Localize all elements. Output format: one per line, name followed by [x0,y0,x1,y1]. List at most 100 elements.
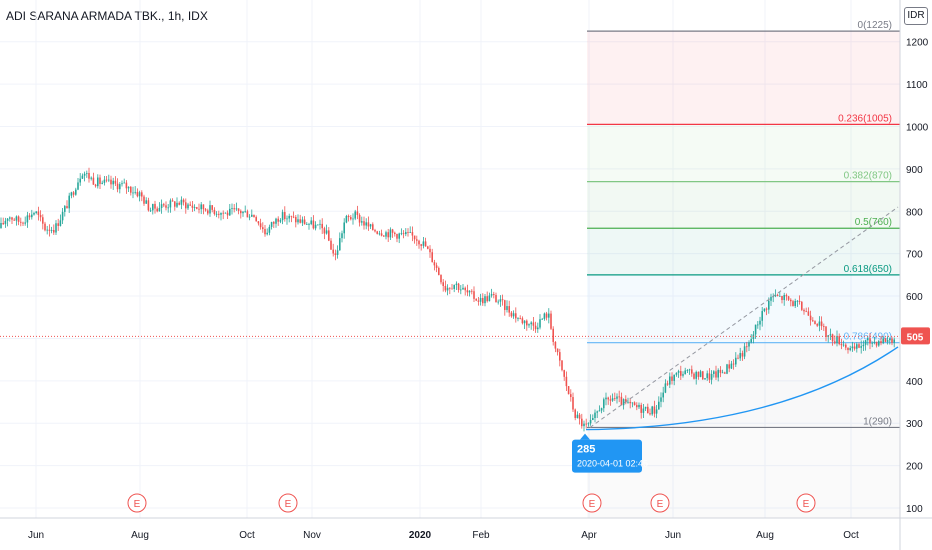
candle-body [583,423,585,427]
candle-body [858,344,860,348]
candle-body [22,222,24,224]
candle-body [433,262,436,266]
candle-body [565,376,568,387]
candle-body [297,219,299,223]
candle-body [457,283,460,290]
candle-body [389,229,392,238]
candle-body [572,397,574,410]
candle-body [189,204,191,206]
candle-body [275,218,277,224]
candle-body [603,399,605,409]
candle-body [587,423,590,425]
candle-body [42,217,44,224]
candle-body [284,212,286,220]
price-axis[interactable]: 1002003004005006007008009001000110012005… [899,0,930,550]
candle-body [28,215,31,218]
candle-body [534,325,537,330]
candle-body [440,274,442,283]
candle-body [834,341,836,344]
candle-body [477,300,480,302]
candle-body [761,311,763,321]
candle-body [702,371,704,380]
candle-body [616,396,618,399]
candle-body [669,376,671,385]
candle-body [567,386,570,395]
low-callout-value: 285 [577,444,595,456]
time-axis[interactable]: Jun Aug Oct Nov 2020 Feb Apr Jun Aug Oct [0,517,932,541]
candle-body [548,313,550,318]
candle-body [812,320,814,322]
candle-body [651,406,653,415]
candle-body [347,215,350,218]
candle-body [451,288,453,290]
candle-body [207,210,209,214]
candle-body [880,341,882,344]
candle-body [200,204,202,210]
candle-body [666,383,669,385]
candle-body [862,344,865,347]
candle-body [675,372,678,375]
candle-body [286,218,288,220]
candle-body [50,229,53,231]
candle-body [108,179,110,181]
candle-body [475,298,477,301]
candle-body [149,210,152,212]
candle-body [618,396,620,398]
candle-body [101,182,103,184]
candle-body [103,179,106,183]
candle-body [341,233,343,239]
candle-body [343,222,345,234]
candle-body [842,344,845,346]
fib-level-label: 0(1225) [858,20,892,31]
candle-body [704,378,706,380]
currency-button[interactable]: IDR [904,7,928,25]
candle-body [869,338,871,344]
chart-title: ADI SARANA ARMADA TBK., 1h, IDX [6,9,208,23]
candle-body [726,364,728,374]
candle-body [325,230,328,234]
candle-body [889,338,891,341]
candle-body [156,208,158,212]
candle-body [0,223,2,229]
candle-body [829,334,832,336]
candle-body [97,177,99,187]
y-tick-label: 200 [906,462,923,473]
x-tick-label: Jun [665,530,681,541]
candle-body [543,313,546,319]
candle-body [532,322,535,326]
candle-body [187,204,189,209]
candle-body [37,211,40,216]
candle-body [59,220,62,226]
candle-body [655,409,658,414]
fib-zone [587,274,900,343]
candle-body [312,220,315,229]
candle-body [314,224,317,229]
candle-body [517,318,519,319]
candle-body [886,340,889,342]
fib-zone [587,31,900,125]
candle-body [4,220,7,225]
grid-lines [0,0,900,518]
candle-body [715,371,717,378]
candle-body [299,219,301,223]
y-tick-label: 300 [906,419,923,430]
candle-body [64,206,66,212]
candle-body [526,320,528,326]
price-callouts: 285 2020-04-01 02:45 [572,433,648,473]
candle-body [627,401,629,403]
candle-body [682,374,684,376]
candle-body [783,295,785,301]
candle-body [105,179,108,181]
candle-body [231,208,233,209]
candle-body [763,308,766,312]
y-tick-label: 400 [906,377,923,388]
candle-body [882,338,884,344]
candle-body [831,334,834,342]
candle-body [563,370,565,377]
candle-body [273,222,275,224]
candle-body [369,224,372,227]
candle-body [413,235,416,240]
candle-body [394,232,396,235]
candle-body [776,294,779,297]
